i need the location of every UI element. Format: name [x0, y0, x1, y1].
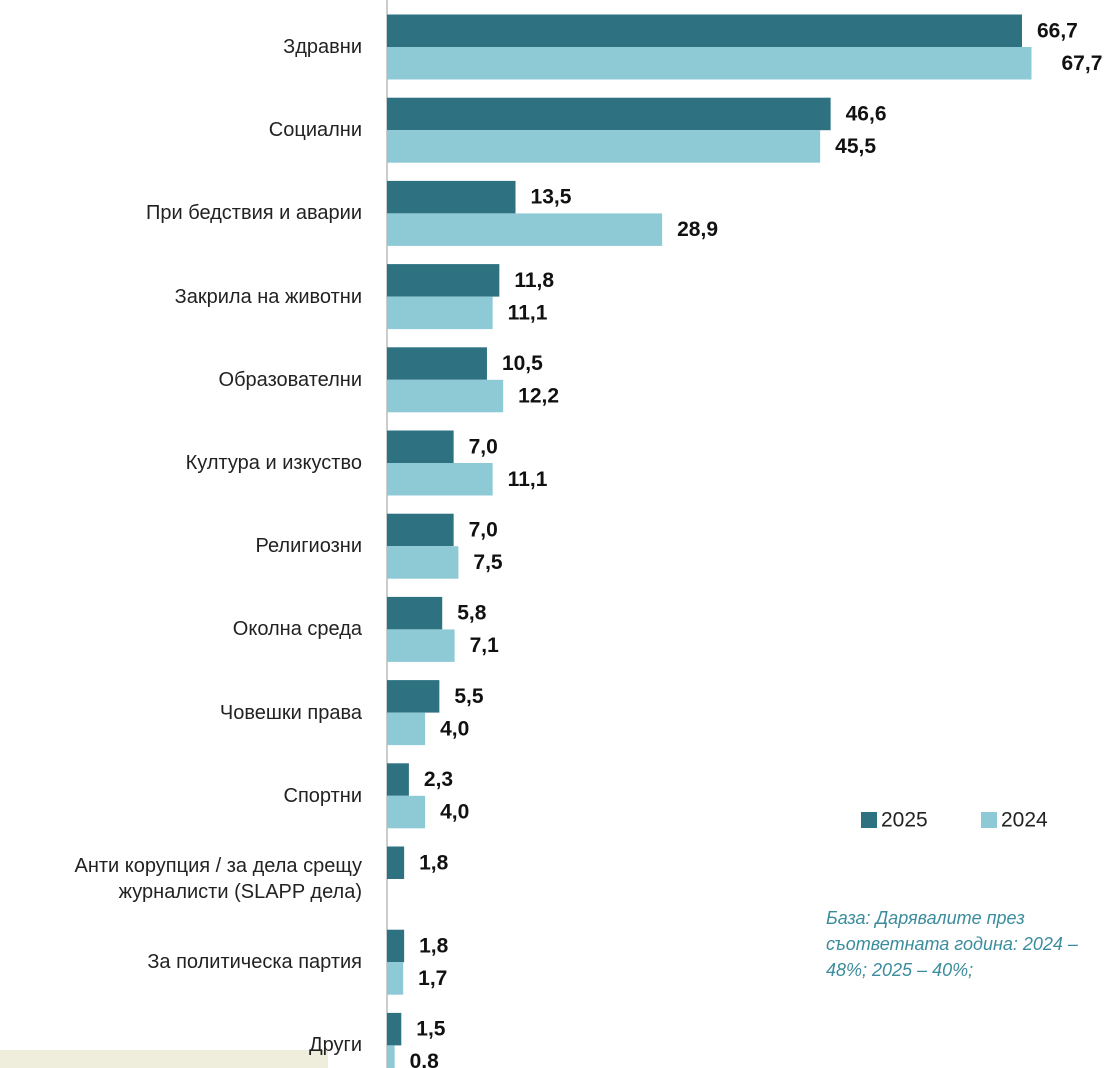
bar [387, 1045, 395, 1068]
bar [387, 379, 504, 413]
bar [387, 629, 455, 662]
value-label: 4,0 [440, 717, 469, 740]
value-label: 11,1 [508, 301, 548, 324]
value-label: 1,5 [416, 1018, 446, 1041]
category-label: Образователни [218, 368, 362, 391]
category-label: Закрила на животни [174, 285, 362, 308]
bar [387, 680, 440, 713]
value-label: 1,7 [418, 967, 447, 990]
bar [387, 712, 426, 746]
category-label: Анти корупция / за дела срещу журналисти… [74, 855, 362, 903]
legend-swatch [981, 812, 997, 828]
value-label: 28,9 [677, 218, 718, 241]
value-label: 46,6 [846, 102, 887, 125]
value-label: 10,5 [502, 352, 543, 375]
category-label: Религиозни [255, 535, 362, 558]
value-label: 7,0 [469, 518, 498, 541]
bar [387, 264, 500, 297]
legend-label: 2024 [1001, 809, 1048, 832]
category-label: Социални [268, 119, 362, 142]
bar [387, 180, 516, 214]
value-label: 7,0 [469, 435, 498, 458]
bar [387, 213, 663, 246]
bar [387, 130, 821, 163]
value-label: 5,5 [454, 685, 484, 708]
value-label: 45,5 [835, 135, 876, 158]
bar [387, 347, 487, 380]
bar [387, 513, 454, 547]
category-label: Околна среда [232, 618, 362, 641]
bar [387, 962, 404, 995]
category-label: Други [309, 1034, 362, 1057]
value-label: 67,7 [1062, 52, 1103, 75]
bar [387, 463, 493, 496]
bar [387, 47, 1032, 80]
bar [387, 296, 493, 330]
bar [387, 97, 831, 131]
value-label: 5,8 [457, 602, 487, 625]
value-label: 11,1 [508, 468, 548, 491]
category-label: Спортни [283, 784, 362, 807]
legend-label: 2025 [881, 809, 928, 832]
value-label: 11,8 [514, 269, 554, 292]
bar [387, 846, 405, 879]
bar [387, 546, 459, 579]
value-label: 66,7 [1037, 19, 1078, 42]
decor-box [0, 1050, 328, 1068]
value-label: 2,3 [424, 768, 453, 791]
bar [387, 14, 1022, 47]
category-label: Култура и изкуство [185, 452, 362, 474]
annotation: База: Дарявалите през съответната година… [826, 908, 1078, 980]
value-label: 1,8 [419, 851, 449, 874]
legend-swatch [861, 812, 877, 828]
value-label: 0,8 [410, 1050, 440, 1068]
bar [387, 795, 426, 829]
value-label: 7,5 [473, 551, 503, 574]
category-label: Здравни [283, 36, 362, 58]
bar [387, 430, 454, 463]
category-label: За политическа партия [147, 951, 362, 974]
bar [387, 763, 409, 796]
value-label: 13,5 [531, 186, 572, 209]
value-label: 12,2 [518, 385, 559, 408]
value-label: 4,0 [440, 801, 469, 824]
category-label: При бедствия и аварии [146, 202, 362, 225]
value-label: 7,1 [470, 634, 500, 657]
value-label: 1,8 [419, 934, 449, 957]
bar [387, 929, 405, 963]
bar [387, 1012, 402, 1046]
category-label: Човешки права [219, 701, 362, 724]
bar [387, 596, 443, 630]
